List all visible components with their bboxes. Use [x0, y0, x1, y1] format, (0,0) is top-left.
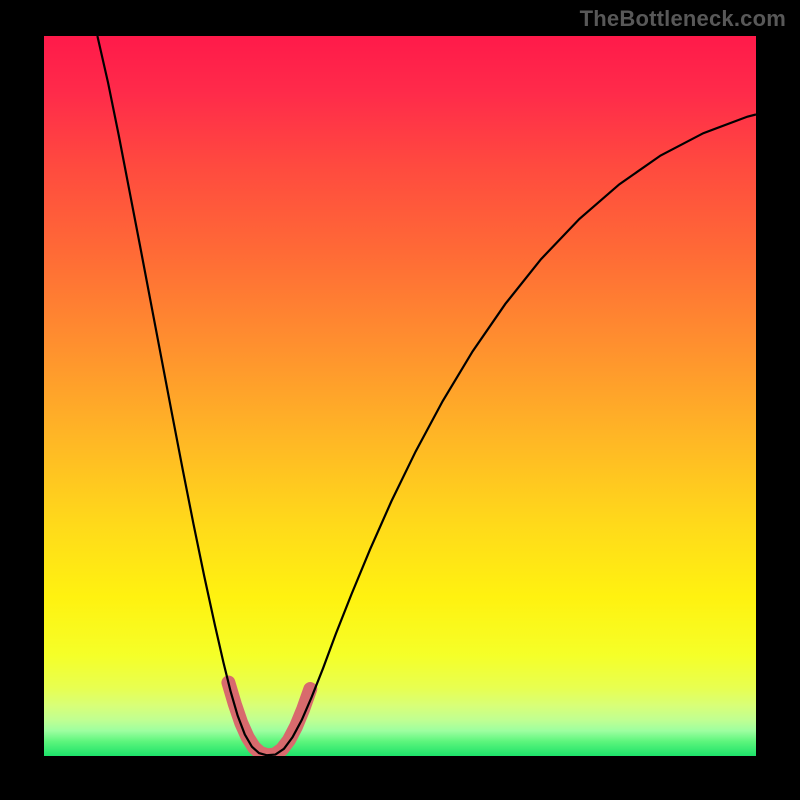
- plot-area: [44, 36, 756, 756]
- figure-stage: TheBottleneck.com: [0, 0, 800, 800]
- chart-overlay: [44, 36, 756, 756]
- valley-highlight: [228, 683, 310, 756]
- bottleneck-curve: [97, 36, 756, 755]
- watermark-text: TheBottleneck.com: [580, 6, 786, 32]
